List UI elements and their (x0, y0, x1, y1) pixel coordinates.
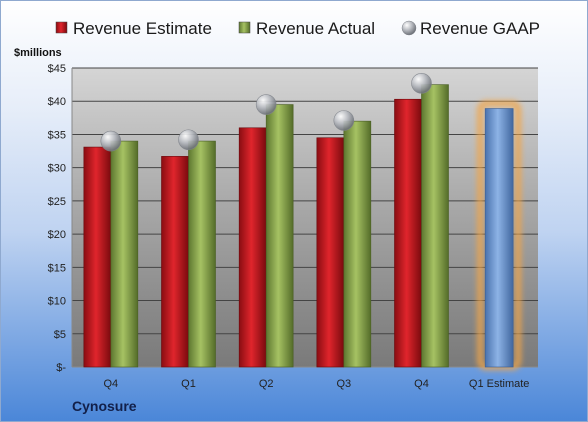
bar-revenue-actual (188, 140, 216, 368)
marker-revenue-gaap (411, 72, 432, 94)
legend-label: Revenue Actual (256, 19, 375, 38)
marker-revenue-gaap (178, 129, 199, 151)
y-tick-label: $20 (48, 229, 66, 241)
y-tick-label: $- (56, 362, 66, 374)
company-label: Cynosure (72, 398, 137, 414)
bar-revenue-estimate (83, 146, 112, 368)
bar-revenue-actual (265, 104, 294, 368)
bar-revenue-estimate (316, 137, 345, 368)
bar-q1-estimate (484, 108, 514, 368)
x-tick-label: Q2 (259, 378, 274, 390)
y-tick-label: $35 (48, 129, 66, 141)
legend-label: Revenue Estimate (73, 19, 212, 38)
marker-revenue-gaap (255, 94, 277, 115)
y-tick-label: $5 (54, 329, 66, 341)
marker-revenue-gaap (333, 110, 355, 131)
legend-swatch (238, 21, 251, 34)
x-tick-label: Q3 (336, 378, 351, 390)
y-tick-label: $40 (48, 96, 66, 108)
x-tick-label: Q1 Estimate (469, 378, 530, 390)
y-axis-label: $millions (14, 47, 62, 59)
marker-revenue-gaap (100, 130, 122, 152)
legend-swatch (55, 21, 68, 34)
bar-revenue-actual (110, 140, 139, 368)
y-tick-label: $25 (48, 196, 66, 208)
bar-revenue-actual (343, 120, 372, 368)
legend-swatch (401, 20, 417, 36)
bar-revenue-estimate (161, 156, 189, 368)
y-tick-label: $45 (48, 63, 66, 75)
bar-revenue-estimate (394, 98, 422, 368)
bar-revenue-estimate (238, 127, 267, 368)
plot-area (72, 68, 538, 367)
bar-revenue-actual (421, 84, 449, 368)
y-tick-label: $30 (48, 163, 66, 175)
x-tick-label: Q1 (181, 378, 196, 390)
y-tick-label: $15 (48, 262, 66, 274)
x-tick-label: Q4 (103, 378, 118, 390)
x-tick-label: Q4 (414, 378, 429, 390)
y-tick-label: $10 (48, 296, 66, 308)
legend-label: Revenue GAAP (420, 19, 540, 38)
